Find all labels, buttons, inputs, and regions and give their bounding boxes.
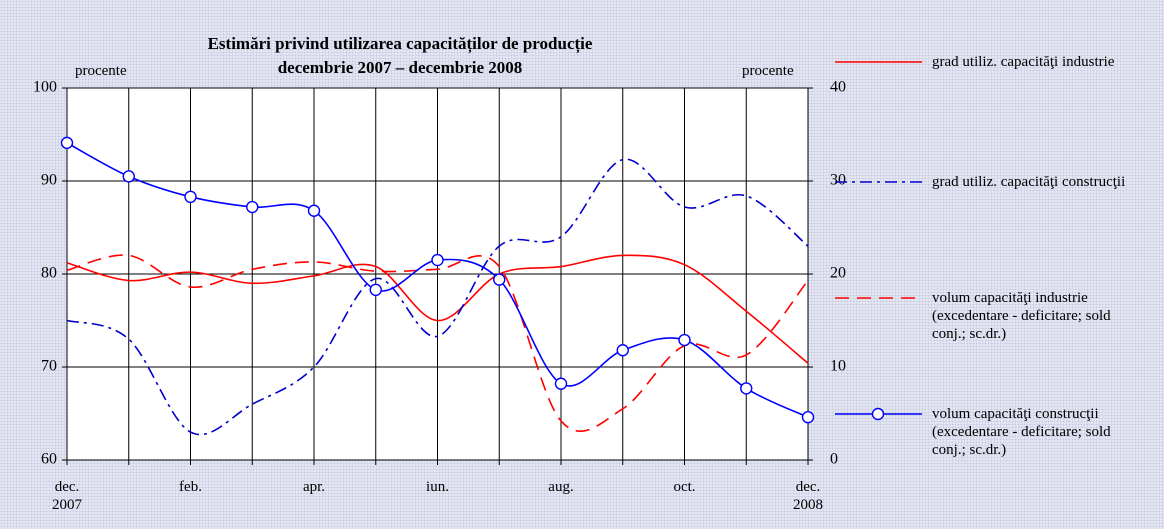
y2-tick-label: 30 (830, 172, 846, 189)
point (307, 204, 321, 217)
y-tick-label: 90 (41, 172, 57, 189)
point (369, 283, 382, 297)
point (616, 344, 629, 357)
x-tick-label: dec. 2007 (52, 479, 82, 513)
y-tick-label: 70 (41, 358, 57, 375)
chart-subtitle: decembrie 2007 – decembrie 2008 (277, 58, 523, 77)
y-tick-label: 60 (41, 451, 57, 468)
point (60, 136, 74, 150)
point (678, 333, 691, 347)
y2-tick-label: 0 (830, 451, 838, 468)
y-tick-label: 100 (33, 79, 57, 96)
point (184, 190, 197, 204)
point (740, 382, 753, 395)
x-tick-label: apr. (302, 479, 326, 495)
y2-tick-label: 20 (830, 265, 846, 282)
point (554, 377, 568, 390)
legend-marker (871, 407, 885, 421)
x-tick-label: feb. (179, 479, 202, 495)
y-tick-label: 80 (41, 265, 57, 282)
point (493, 273, 506, 286)
y2-axis-label: procente (742, 63, 794, 79)
x-tick-label: aug. (548, 479, 574, 495)
y2-tick-label: 10 (830, 358, 846, 375)
point (246, 200, 259, 214)
point (801, 411, 815, 424)
x-tick-label: iun. (426, 479, 449, 495)
plot-border (66, 87, 809, 461)
legend-label: grad utiliz. capacităţi construcţii (932, 174, 1126, 190)
series-line (66, 254, 809, 364)
legend-label: volum capacităţi industrie (excedentare … (932, 290, 1111, 342)
series-line (66, 158, 809, 436)
y2-tick-label: 40 (830, 79, 846, 96)
legend-label: volum capacităţi construcţii (excedentar… (932, 406, 1111, 458)
y-axis-label: procente (75, 63, 127, 79)
x-tick-label: dec. 2008 (793, 479, 823, 513)
x-tick-label: oct. (673, 479, 696, 495)
chart-title: Estimări privind utilizarea capacitățilo… (207, 34, 593, 53)
point (122, 170, 135, 183)
legend-label: grad utiliz. capacităţi industrie (932, 54, 1115, 70)
point (431, 253, 444, 267)
